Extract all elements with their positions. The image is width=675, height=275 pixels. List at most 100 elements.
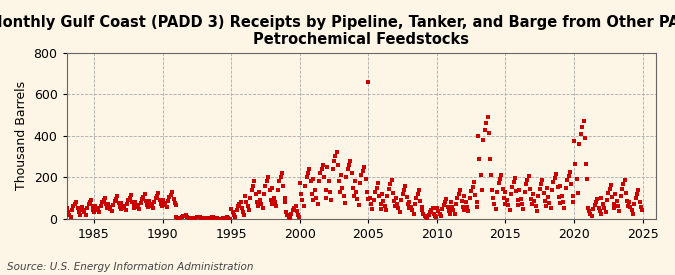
Point: [496, 173, 507, 177]
Point: [184, 216, 194, 220]
Point: [595, 211, 606, 216]
Point: [250, 192, 261, 196]
Point: [445, 211, 456, 216]
Point: [404, 206, 414, 211]
Point: [338, 194, 349, 198]
Point: [489, 202, 500, 207]
Point: [290, 204, 301, 208]
Point: [140, 199, 151, 203]
Point: [143, 205, 154, 210]
Point: [198, 216, 209, 220]
Point: [278, 183, 289, 188]
Point: [138, 195, 148, 199]
Point: [103, 202, 113, 207]
Point: [193, 215, 204, 219]
Point: [213, 216, 224, 221]
Point: [609, 206, 620, 211]
Point: [274, 179, 285, 184]
Point: [151, 196, 161, 200]
Point: [446, 200, 456, 204]
Point: [552, 184, 563, 189]
Point: [254, 198, 265, 202]
Point: [532, 209, 543, 213]
Point: [555, 183, 566, 188]
Point: [74, 212, 85, 217]
Point: [266, 202, 277, 207]
Point: [221, 215, 232, 220]
Point: [337, 185, 348, 190]
Point: [524, 186, 535, 191]
Point: [264, 188, 275, 192]
Point: [499, 196, 510, 200]
Point: [156, 202, 167, 207]
Point: [263, 175, 273, 179]
Point: [576, 131, 587, 136]
Point: [326, 198, 337, 202]
Point: [249, 179, 260, 184]
Point: [500, 202, 510, 207]
Point: [64, 212, 75, 217]
Point: [558, 200, 568, 204]
Point: [603, 191, 614, 196]
Point: [308, 177, 319, 182]
Point: [581, 161, 592, 166]
Point: [82, 206, 92, 211]
Point: [331, 150, 342, 155]
Point: [514, 188, 524, 192]
Point: [605, 183, 616, 187]
Point: [217, 216, 228, 221]
Point: [583, 206, 593, 211]
Point: [519, 189, 530, 194]
Point: [236, 200, 246, 204]
Point: [293, 212, 304, 217]
Point: [167, 189, 178, 194]
Point: [477, 188, 487, 192]
Y-axis label: Thousand Barrels: Thousand Barrels: [15, 81, 28, 190]
Point: [376, 207, 387, 211]
Point: [544, 201, 555, 205]
Point: [184, 216, 195, 220]
Point: [474, 156, 485, 161]
Point: [175, 216, 186, 221]
Point: [170, 203, 181, 207]
Point: [612, 204, 623, 208]
Point: [238, 210, 249, 215]
Point: [277, 171, 288, 175]
Point: [597, 202, 608, 207]
Point: [515, 197, 526, 201]
Point: [556, 194, 567, 198]
Point: [580, 136, 591, 140]
Point: [352, 197, 362, 201]
Point: [163, 199, 173, 203]
Point: [506, 192, 516, 196]
Point: [211, 216, 221, 221]
Point: [112, 194, 123, 198]
Point: [198, 216, 209, 221]
Point: [383, 186, 394, 191]
Point: [611, 199, 622, 203]
Point: [192, 215, 202, 220]
Point: [72, 206, 83, 211]
Point: [375, 202, 386, 207]
Point: [229, 212, 240, 217]
Point: [512, 198, 523, 202]
Point: [427, 206, 438, 211]
Point: [356, 173, 367, 177]
Point: [346, 171, 357, 175]
Point: [462, 205, 472, 210]
Point: [126, 193, 136, 197]
Point: [470, 193, 481, 197]
Point: [485, 156, 495, 161]
Point: [349, 179, 360, 184]
Point: [526, 197, 537, 201]
Point: [414, 188, 425, 192]
Point: [225, 207, 236, 211]
Point: [357, 169, 368, 173]
Point: [315, 171, 326, 175]
Point: [297, 198, 308, 202]
Point: [342, 167, 353, 171]
Point: [104, 205, 115, 210]
Point: [145, 202, 156, 207]
Point: [447, 205, 458, 210]
Point: [225, 216, 236, 221]
